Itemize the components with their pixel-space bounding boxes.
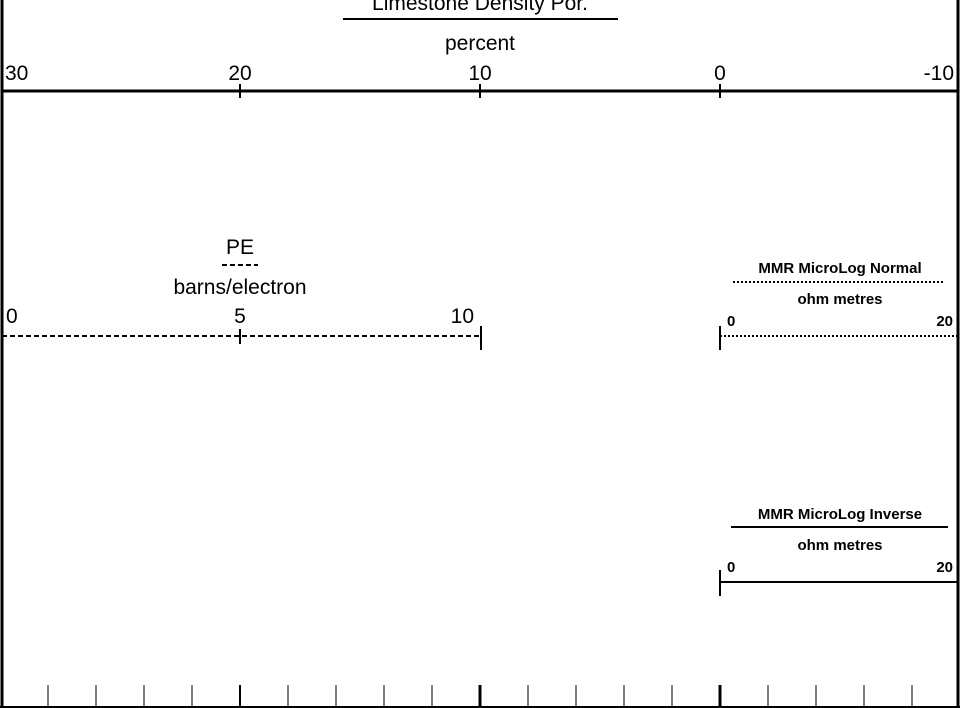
density-tick-label-20: 20	[228, 62, 251, 85]
microlog-inverse-title: MMR MicroLog Inverse	[758, 506, 922, 523]
pe-tick-label-0: 0	[6, 305, 18, 328]
density-porosity-scale: Limestone Density Por. percent 30 20 10 …	[2, 0, 958, 98]
microlog-inverse-tick-label-20: 20	[936, 559, 953, 576]
pe-scale: PE barns/electron 0 5 10	[2, 236, 482, 350]
microlog-normal-tick-label-0: 0	[727, 313, 735, 330]
density-title: Limestone Density Por.	[372, 0, 588, 15]
microlog-normal-tick-label-20: 20	[936, 313, 953, 330]
pe-title: PE	[226, 236, 254, 259]
microlog-inverse-unit: ohm metres	[797, 537, 882, 554]
density-unit: percent	[445, 32, 515, 55]
microlog-normal-unit: ohm metres	[797, 291, 882, 308]
density-tick-label-30: 30	[5, 62, 28, 85]
density-tick-label-0: 0	[714, 62, 726, 85]
pe-tick-label-10: 10	[451, 305, 474, 328]
microlog-inverse-tick-label-0: 0	[727, 559, 735, 576]
density-tick-label-10: 10	[468, 62, 491, 85]
pe-tick-label-5: 5	[234, 305, 246, 328]
microlog-inverse-scale: MMR MicroLog Inverse ohm metres 0 20	[719, 506, 958, 596]
pe-unit: barns/electron	[173, 276, 306, 299]
depth-grid-ruler	[0, 685, 960, 708]
microlog-normal-title: MMR MicroLog Normal	[758, 260, 921, 277]
microlog-normal-scale: MMR MicroLog Normal ohm metres 0 20	[719, 260, 958, 350]
density-tick-label-minus10: -10	[924, 62, 954, 85]
